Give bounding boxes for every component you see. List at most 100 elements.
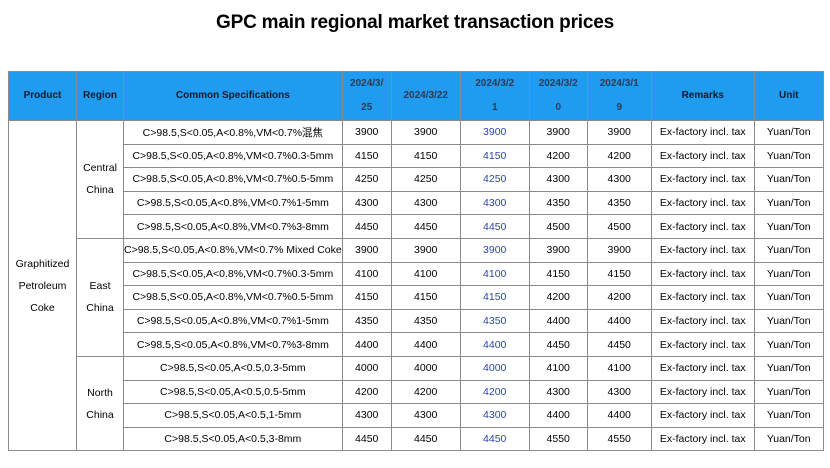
price-cell: 4250	[459, 167, 530, 192]
unit-cell: Yuan/Ton	[753, 214, 824, 239]
price-cell: 4450	[586, 332, 652, 357]
region-label-line: North	[87, 386, 113, 399]
price-cell: 4350	[341, 308, 392, 334]
price-cell: 4400	[459, 332, 530, 357]
header-date-line: 9	[616, 102, 622, 113]
price-cell: 4200	[459, 379, 530, 405]
region-label-line: East	[89, 280, 111, 293]
spec-cell: C>98.5,S<0.05,A<0.5,0.3-5mm	[123, 355, 343, 381]
header-date-line: 25	[361, 102, 373, 113]
price-cell: 4150	[459, 143, 530, 169]
price-cell: 4300	[459, 190, 530, 216]
remarks-cell: Ex-factory incl. tax	[650, 143, 755, 169]
page-title: GPC main regional market transaction pri…	[216, 12, 614, 33]
price-cell: 4300	[586, 379, 652, 405]
remarks-cell: Ex-factory incl. tax	[650, 426, 755, 452]
price-cell: 4200	[586, 143, 652, 169]
unit-cell: Yuan/Ton	[753, 237, 824, 263]
price-cell: 4400	[586, 403, 652, 428]
spec-cell: C>98.5,S<0.05,A<0.8%,VM<0.7%混焦	[123, 120, 343, 145]
price-cell: 4300	[459, 403, 530, 428]
price-table: Product Region Common Specifications 202…	[8, 71, 824, 452]
product-cell: Graphitized Petroleum Coke	[8, 119, 77, 452]
price-cell: 4000	[341, 355, 392, 381]
table-row: East China C>98.5,S<0.05,A<0.8%,VM<0.7% Mi…	[9, 237, 824, 357]
spec-cell: C>98.5,S<0.05,A<0.8%,VM<0.7%3-8mm	[123, 332, 343, 357]
price-cell: 4150	[390, 285, 461, 310]
table-row: C>98.5,S<0.05,A<0.8%,VM<0.7%0.3-5mm 4100 4…	[9, 261, 824, 287]
header-spec: Common Specifications	[123, 71, 343, 121]
price-cell: 4300	[528, 167, 588, 192]
unit-cell: Yuan/Ton	[753, 426, 824, 452]
spec-cell: C>98.5,S<0.05,A<0.5,3-8mm	[123, 426, 343, 452]
price-cell: 4400	[586, 308, 652, 334]
price-cell: 4450	[459, 426, 530, 452]
table-row: C>98.5,S<0.05,A<0.8%,VM<0.7%0.3-5mm 4150 4…	[9, 143, 824, 169]
region-label-line: China	[86, 408, 114, 421]
header-product: Product	[8, 71, 77, 121]
remarks-cell: Ex-factory incl. tax	[650, 332, 755, 357]
price-cell: 3900	[341, 120, 392, 145]
price-cell: 4450	[528, 332, 588, 357]
spec-cell: C>98.5,S<0.05,A<0.8%,VM<0.7%3-8mm	[123, 214, 343, 239]
price-cell: 4400	[528, 308, 588, 334]
price-cell: 4300	[390, 403, 461, 428]
price-cell: 4300	[586, 167, 652, 192]
table-row: North China C>98.5,S<0.05,A<0.5,0.3-5mm 400…	[9, 355, 824, 452]
remarks-cell: Ex-factory incl. tax	[650, 403, 755, 428]
table-row: C>98.5,S<0.05,A<0.5,0.5-5mm 4200 4200 4200 4…	[9, 379, 824, 405]
unit-cell: Yuan/Ton	[753, 285, 824, 310]
spec-cell: C>98.5,S<0.05,A<0.8%,VM<0.7%0.5-5mm	[123, 285, 343, 310]
unit-cell: Yuan/Ton	[753, 332, 824, 357]
price-cell: 3900	[586, 237, 652, 263]
price-cell: 4550	[528, 426, 588, 452]
spec-cell: C>98.5,S<0.05,A<0.8%,VM<0.7%0.3-5mm	[123, 261, 343, 287]
table-row: C>98.5,S<0.05,A<0.8%,VM<0.7%0.5-5mm 4150 4…	[9, 285, 824, 310]
price-cell: 4250	[341, 167, 392, 192]
price-cell: 4450	[390, 214, 461, 239]
region-cell: East China	[76, 237, 124, 357]
unit-cell: Yuan/Ton	[753, 120, 824, 145]
spec-cell: C>98.5,S<0.05,A<0.8%,VM<0.7% Mixed Coke	[123, 237, 343, 263]
price-cell: 4450	[390, 426, 461, 452]
product-label-line: Graphitized	[15, 257, 70, 270]
price-cell: 4200	[586, 285, 652, 310]
remarks-cell: Ex-factory incl. tax	[650, 214, 755, 239]
spec-cell: C>98.5,S<0.05,A<0.8%,VM<0.7%0.3-5mm	[123, 143, 343, 169]
region-cell: Central China	[76, 120, 124, 239]
price-cell: 3900	[341, 237, 392, 263]
table-row: C>98.5,S<0.05,A<0.8%,VM<0.7%3-8mm 4450 445…	[9, 214, 824, 239]
remarks-cell: Ex-factory incl. tax	[650, 308, 755, 334]
header-date-line: 2024/3/1	[599, 78, 639, 89]
price-cell: 4100	[341, 261, 392, 287]
price-cell: 4100	[390, 261, 461, 287]
region-label-line: China	[86, 184, 114, 197]
spec-cell: C>98.5,S<0.05,A<0.8%,VM<0.7%0.5-5mm	[123, 167, 343, 192]
header-date-line: 1	[491, 102, 498, 113]
price-cell: 4350	[586, 190, 652, 216]
header-date: 2024/3/2 1	[459, 71, 530, 121]
price-cell: 3900	[528, 237, 588, 263]
region-label-line: China	[86, 302, 114, 315]
price-cell: 4000	[390, 355, 461, 381]
region-cell: North China	[76, 355, 124, 452]
header-region: Region	[76, 71, 124, 121]
unit-cell: Yuan/Ton	[753, 143, 824, 169]
price-cell: 4450	[459, 214, 530, 239]
header-date-line: 2024/3/22	[403, 90, 448, 101]
table-body: Graphitized Petroleum Coke Central China C>98…	[8, 119, 824, 452]
price-cell: 4450	[341, 214, 392, 239]
remarks-cell: Ex-factory incl. tax	[650, 190, 755, 216]
price-cell: 4500	[528, 214, 588, 239]
header-row: Product Region Common Specifications 202…	[8, 71, 824, 121]
price-cell: 4550	[586, 426, 652, 452]
unit-cell: Yuan/Ton	[753, 167, 824, 192]
price-cell: 4200	[390, 379, 461, 405]
price-cell: 4300	[390, 190, 461, 216]
table-row: Graphitized Petroleum Coke Central China C>98…	[8, 119, 824, 452]
remarks-cell: Ex-factory incl. tax	[650, 379, 755, 405]
price-cell: 4100	[528, 355, 588, 381]
price-cell: 4300	[341, 190, 392, 216]
remarks-cell: Ex-factory incl. tax	[650, 237, 755, 263]
unit-cell: Yuan/Ton	[753, 190, 824, 216]
